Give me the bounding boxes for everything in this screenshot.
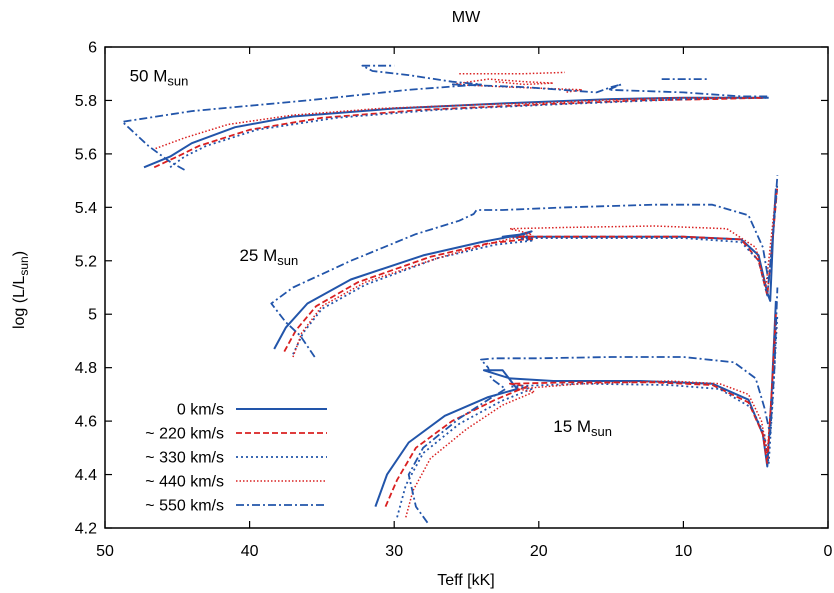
series-line <box>121 64 482 171</box>
x-tick-label: 50 <box>96 543 114 560</box>
y-axis-label-sub: sun <box>17 256 31 275</box>
x-tick-label: 20 <box>530 543 548 560</box>
y-tick-label: 4.2 <box>75 521 97 538</box>
y-tick-label: 4.4 <box>75 467 97 484</box>
series-line <box>153 96 763 169</box>
series-4 <box>121 64 779 524</box>
x-tick-label: 0 <box>824 543 833 560</box>
legend-label: ~ 440 km/s <box>145 474 224 491</box>
series-line <box>405 327 777 518</box>
series-layer <box>121 64 779 524</box>
series-line <box>155 97 763 150</box>
series-line <box>407 287 779 524</box>
mass-annotation-sub: sun <box>167 74 188 89</box>
series-line <box>374 300 777 507</box>
series-line <box>451 83 768 98</box>
mass-annotation: 50 Msun <box>130 67 189 89</box>
legend-label: ~ 220 km/s <box>145 426 224 443</box>
series-line <box>292 183 779 355</box>
y-tick-label: 5.2 <box>75 253 97 270</box>
series-line <box>169 96 766 169</box>
y-tick-label: 4.8 <box>75 360 97 377</box>
series-line <box>384 314 777 507</box>
y-axis-ticks: 4.2 4.4 4.6 4.8 5 5.2 5.4 5.6 5.8 6 <box>75 40 828 538</box>
y-tick-label: 5.4 <box>75 200 97 217</box>
series-line <box>459 71 565 75</box>
plot-frame <box>104 46 829 529</box>
x-tick-label: 30 <box>385 543 403 560</box>
x-tick-label: 40 <box>241 543 259 560</box>
series-line <box>396 314 779 518</box>
legend-label: 0 km/s <box>177 402 224 419</box>
mass-annotation-main: 15 M <box>553 417 591 436</box>
mass-annotation-main: 50 M <box>130 67 168 86</box>
mass-annotation-main: 25 M <box>239 246 277 265</box>
legend-label: ~ 550 km/s <box>145 498 224 515</box>
y-tick-label: 5 <box>88 307 97 324</box>
series-3 <box>155 71 777 518</box>
x-axis-label: Teff [kK] <box>437 572 495 589</box>
mass-annotation: 25 Msun <box>239 246 298 268</box>
series-line <box>270 175 779 358</box>
y-tick-label: 5.6 <box>75 146 97 163</box>
y-axis-label-end: ) <box>11 251 28 256</box>
x-tick-label: 10 <box>675 543 693 560</box>
y-tick-label: 4.6 <box>75 414 97 431</box>
series-line <box>451 78 583 94</box>
series-0 <box>143 96 777 507</box>
y-axis-label-main: log (L/L <box>11 276 28 329</box>
y-tick-label: 5.8 <box>75 93 97 110</box>
x-axis-ticks: 50 40 30 20 10 0 <box>96 47 833 560</box>
mass-annotation-sub: sun <box>591 424 612 439</box>
chart-title: MW <box>452 9 481 26</box>
mass-annotation-sub: sun <box>277 253 298 268</box>
series-2 <box>169 96 779 518</box>
legend: 0 km/s ~ 220 km/s ~ 330 km/s ~ 440 km/s ~ 55… <box>145 402 327 515</box>
mass-annotation: 15 Msun <box>553 417 612 439</box>
series-1 <box>153 96 779 507</box>
series-line <box>283 185 779 353</box>
plot-area-border <box>104 46 829 529</box>
y-axis-label: log (L/Lsun) <box>11 251 31 329</box>
series-line <box>273 188 777 350</box>
y-tick-label: 6 <box>88 40 97 57</box>
legend-label: ~ 330 km/s <box>145 450 224 467</box>
